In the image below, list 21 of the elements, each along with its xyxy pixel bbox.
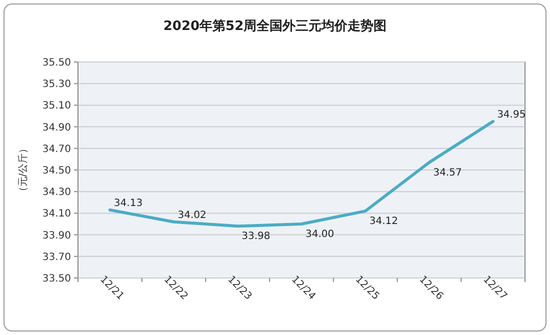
- y-tick-label: 33.50: [42, 274, 71, 284]
- line-series: [108, 120, 495, 228]
- data-label: 34.57: [433, 167, 462, 178]
- y-tick-label: 34.90: [42, 122, 71, 134]
- data-label: 34.12: [369, 216, 398, 228]
- y-tick-label: 34.30: [42, 187, 71, 198]
- y-tick-label: 33.90: [42, 230, 71, 242]
- chart-title: 2020年第52周全国外三元均价走势图: [163, 18, 387, 34]
- y-tick-label: 34.50: [42, 166, 71, 176]
- y-tick-label: 33.70: [42, 252, 71, 263]
- y-axis-title: （元/公斤）: [17, 143, 29, 197]
- data-label: 34.00: [306, 229, 334, 240]
- y-tick-label: 34.10: [42, 208, 71, 220]
- y-tick-label: 34.70: [42, 144, 71, 155]
- y-tick-label: 35.50: [42, 58, 71, 68]
- data-label: 34.13: [114, 198, 143, 209]
- data-label: 34.02: [178, 210, 206, 221]
- data-label: 33.98: [242, 231, 270, 242]
- y-tick-label: 35.10: [42, 100, 71, 112]
- data-label: 34.95: [497, 109, 526, 120]
- y-tick-label: 35.30: [42, 79, 71, 90]
